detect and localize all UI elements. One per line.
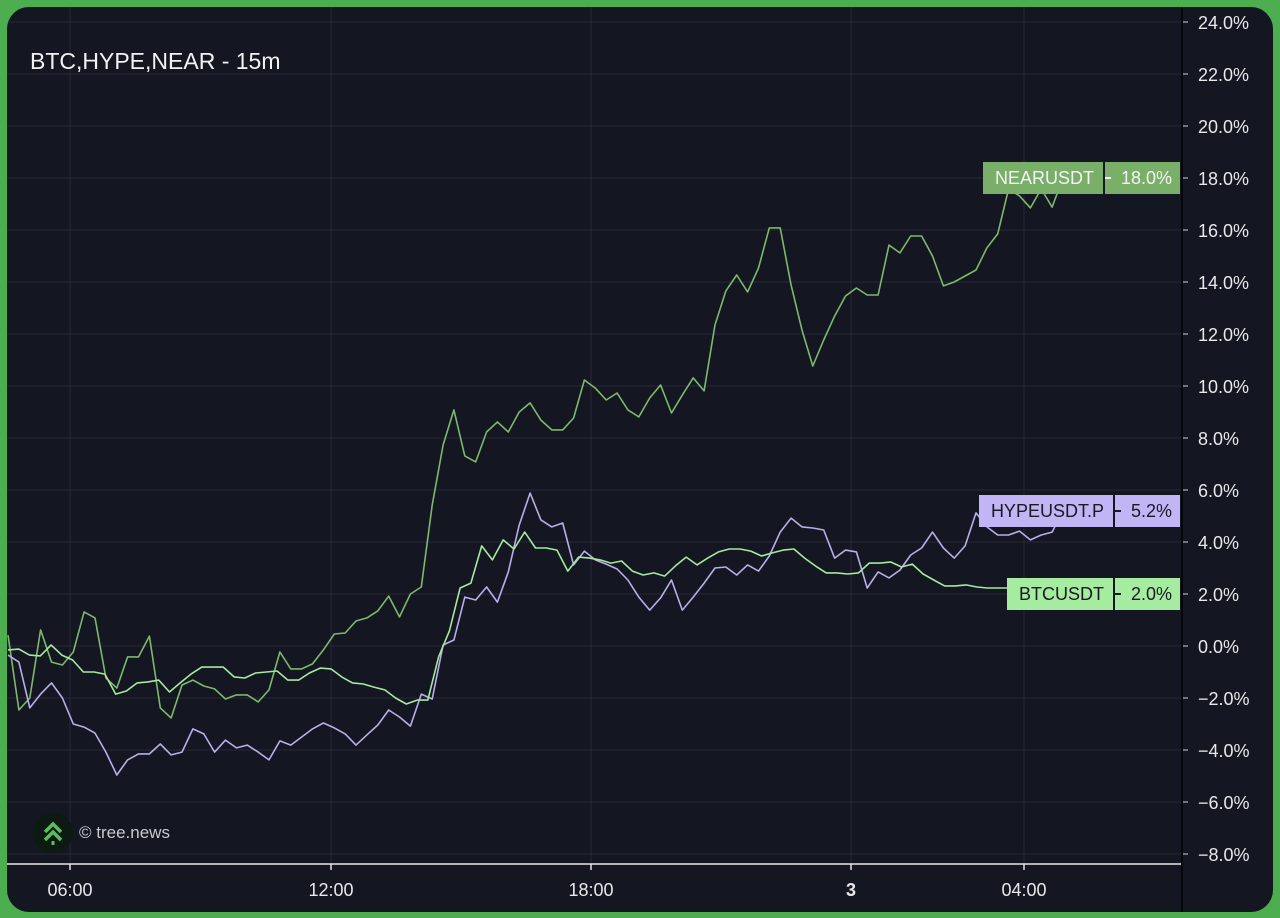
y-tick-label: 4.0% [1198,533,1239,553]
y-tick-label: 0.0% [1198,637,1239,657]
y-tick-label: 8.0% [1198,429,1239,449]
y-tick-label: 18.0% [1198,169,1249,189]
series-value-label: 5.2% [1112,494,1180,527]
y-tick-label: 14.0% [1198,273,1249,293]
chart-panel: 24.0% 22.0% 20.0% 18.0% 16.0% 14.0% 12.0% 10.0%… [7,7,1273,912]
y-tick-label: 24.0% [1198,13,1249,33]
y-tick-label: 2.0% [1198,585,1239,605]
series-line-hypeusdt-p [7,492,1064,776]
last-value-label: NEARUSDT 18.0% [982,162,1180,194]
chart-title: BTC,HYPE,NEAR - 15m [30,48,281,74]
series-name-label: HYPEUSDT.P [978,494,1113,527]
x-tick-label: 04:00 [1001,880,1046,900]
line-chart[interactable]: 24.0% 22.0% 20.0% 18.0% 16.0% 14.0% 12.0% 10.0%… [7,7,1273,912]
x-tick-label: 12:00 [308,880,353,900]
watermark: © tree.news [33,813,170,853]
y-tick-label: 12.0% [1198,325,1249,345]
x-tick-label: 3 [846,880,856,900]
series-line-btcusdt [7,531,1064,705]
series-name-label: NEARUSDT [982,162,1103,194]
tree-logo-icon [33,813,73,853]
y-tick-label: 6.0% [1198,481,1239,501]
y-tick-label: −2.0% [1198,689,1250,709]
x-tick-label: 18:00 [568,880,613,900]
series-name-label: BTCUSDT [1006,578,1113,610]
y-tick-label: −8.0% [1198,845,1250,865]
y-tick-label: 10.0% [1198,377,1249,397]
y-tick-label: 20.0% [1198,117,1249,137]
y-tick-label: −6.0% [1198,793,1250,813]
y-tick-label: 16.0% [1198,221,1249,241]
series-line-nearusdt [7,177,1064,719]
x-tick-label: 06:00 [47,880,92,900]
series-value-label: 2.0% [1112,578,1180,610]
last-value-label: BTCUSDT 2.0% [1006,578,1180,610]
last-value-label: HYPEUSDT.P 5.2% [978,494,1180,527]
y-tick-label: 22.0% [1198,65,1249,85]
watermark-text: © tree.news [79,823,170,842]
series-value-label: 18.0% [1102,162,1180,194]
y-tick-label: −4.0% [1198,741,1250,761]
